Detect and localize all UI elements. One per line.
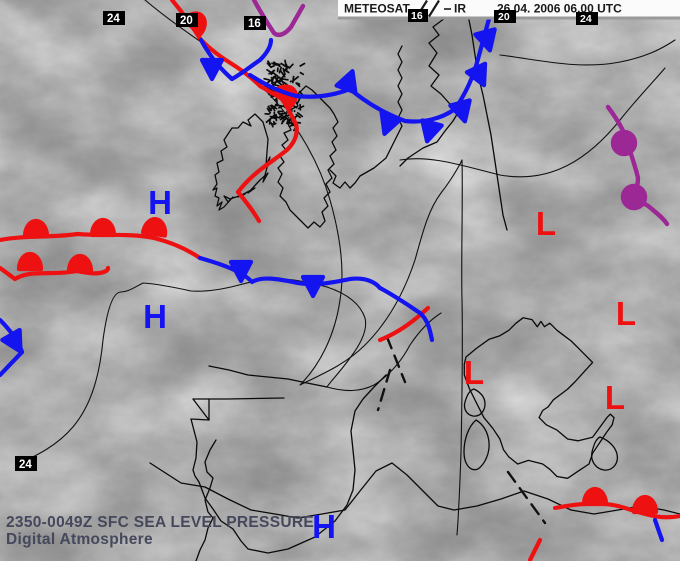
svg-text:16: 16 <box>411 10 423 22</box>
svg-text:2350-0049Z SFC SEA LEVEL PRESS: 2350-0049Z SFC SEA LEVEL PRESSURE <box>6 514 314 531</box>
svg-text:H: H <box>143 298 167 335</box>
svg-text:Digital Atmosphere: Digital Atmosphere <box>6 531 153 548</box>
svg-text:16: 16 <box>248 18 261 30</box>
svg-text:L: L <box>536 205 556 242</box>
svg-text:METEOSAT: METEOSAT <box>344 2 410 16</box>
svg-text:20: 20 <box>180 15 193 27</box>
svg-text:L: L <box>464 354 484 391</box>
svg-text:24: 24 <box>107 13 120 25</box>
svg-text:L: L <box>605 379 625 416</box>
svg-text:IR: IR <box>454 2 466 16</box>
svg-text:24: 24 <box>19 459 32 471</box>
svg-text:L: L <box>616 295 636 332</box>
svg-text:24: 24 <box>580 13 592 25</box>
svg-text:20: 20 <box>498 11 510 23</box>
svg-text:H: H <box>312 508 336 545</box>
svg-text:H: H <box>148 184 172 221</box>
